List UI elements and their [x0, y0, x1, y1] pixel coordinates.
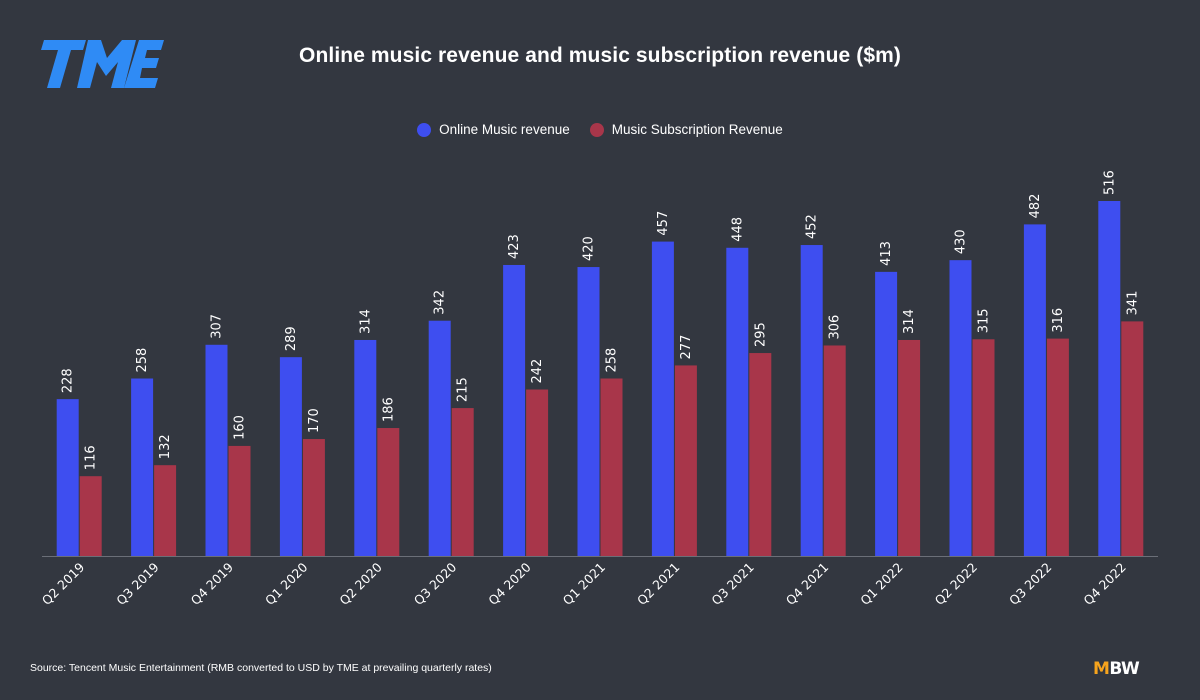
bar-music-subscription[interactable] — [79, 476, 102, 556]
data-label-music-subscription: 116 — [84, 445, 99, 470]
data-label-online-music: 289 — [284, 326, 299, 351]
data-label-music-subscription: 277 — [679, 335, 694, 360]
x-tick-label: Q2 2020 — [336, 559, 385, 608]
tme-logo — [41, 40, 164, 88]
bar-online-music[interactable] — [800, 245, 823, 556]
bar-music-subscription[interactable] — [972, 339, 995, 556]
brand-bw: BW — [1109, 659, 1140, 679]
x-tick-label: Q3 2020 — [411, 559, 460, 608]
data-label-music-subscription: 341 — [1125, 291, 1140, 316]
chart-legend: Online Music revenue Music Subscription … — [0, 122, 1200, 137]
data-label-online-music: 516 — [1102, 170, 1117, 195]
bar-music-subscription[interactable] — [898, 339, 921, 556]
x-tick-label: Q1 2020 — [262, 559, 311, 608]
data-label-music-subscription: 160 — [233, 415, 248, 440]
bar-online-music[interactable] — [1023, 224, 1046, 556]
x-tick-label: Q4 2022 — [1080, 560, 1128, 608]
bar-online-music[interactable] — [56, 399, 79, 556]
data-label-online-music: 342 — [433, 290, 448, 315]
x-tick-label: Q2 2022 — [932, 560, 980, 608]
x-tick-label: Q2 2021 — [634, 560, 682, 608]
data-label-music-subscription: 315 — [977, 308, 992, 333]
data-label-music-subscription: 258 — [605, 348, 620, 373]
x-tick-label: Q2 2019 — [39, 559, 88, 608]
bar-music-subscription[interactable] — [228, 445, 251, 556]
bar-online-music[interactable] — [577, 267, 600, 556]
x-tick-label: Q4 2020 — [485, 559, 534, 608]
x-tick-label: Q3 2019 — [113, 559, 162, 608]
data-label-music-subscription: 215 — [456, 377, 471, 402]
data-label-online-music: 420 — [582, 236, 597, 261]
bar-music-subscription[interactable] — [377, 428, 400, 556]
x-tick-label: Q4 2019 — [188, 559, 237, 608]
data-label-online-music: 228 — [61, 368, 76, 393]
data-label-online-music: 314 — [358, 309, 373, 334]
bar-music-subscription[interactable] — [451, 408, 474, 556]
data-label-online-music: 413 — [879, 241, 894, 266]
bar-online-music[interactable] — [205, 344, 228, 556]
legend-item-music-subscription[interactable]: Music Subscription Revenue — [589, 122, 783, 137]
data-label-music-subscription: 306 — [828, 315, 843, 340]
bar-online-music[interactable] — [279, 357, 302, 556]
data-label-music-subscription: 170 — [307, 408, 322, 433]
legend-swatch-music-subscription — [589, 122, 604, 137]
source-note: Source: Tencent Music Entertainment (RMB… — [30, 662, 492, 674]
bar-music-subscription[interactable] — [154, 465, 177, 556]
legend-swatch-online-music — [417, 122, 432, 137]
data-label-online-music: 482 — [1028, 194, 1043, 219]
bar-online-music[interactable] — [1098, 201, 1121, 556]
bar-online-music[interactable] — [503, 264, 526, 556]
legend-label-music-subscription: Music Subscription Revenue — [611, 122, 783, 137]
bar-music-subscription[interactable] — [600, 378, 623, 557]
bar-online-music[interactable] — [875, 271, 898, 556]
legend-item-online-music[interactable]: Online Music revenue — [417, 122, 570, 137]
bar-music-subscription[interactable] — [302, 439, 325, 556]
bar-music-subscription[interactable] — [1046, 338, 1069, 556]
x-tick-label: Q1 2022 — [857, 560, 905, 608]
x-tick-label: Q3 2022 — [1006, 560, 1054, 608]
bar-music-subscription[interactable] — [526, 389, 549, 556]
data-label-music-subscription: 314 — [902, 309, 917, 334]
mbw-logo: MBW — [1093, 659, 1140, 679]
bar-online-music[interactable] — [949, 260, 972, 556]
data-label-music-subscription: 242 — [530, 359, 545, 384]
bar-music-subscription[interactable] — [823, 345, 846, 556]
data-label-music-subscription: 186 — [381, 397, 396, 422]
bar-online-music[interactable] — [354, 339, 377, 556]
data-label-online-music: 307 — [210, 314, 225, 339]
data-label-online-music: 258 — [135, 348, 150, 373]
x-tick-label: Q4 2021 — [783, 560, 831, 608]
bar-online-music[interactable] — [428, 320, 451, 556]
chart-title: Online music revenue and music subscript… — [299, 44, 901, 67]
x-tick-label: Q3 2021 — [708, 560, 756, 608]
data-label-online-music: 430 — [954, 229, 969, 254]
data-label-music-subscription: 316 — [1051, 308, 1066, 333]
bar-music-subscription[interactable] — [1121, 321, 1144, 556]
data-label-music-subscription: 132 — [158, 434, 173, 459]
bar-music-subscription[interactable] — [674, 365, 697, 556]
data-label-music-subscription: 295 — [753, 322, 768, 347]
data-label-online-music: 448 — [730, 217, 745, 242]
brand-m: M — [1093, 659, 1110, 679]
data-label-online-music: 452 — [805, 214, 820, 239]
bar-online-music[interactable] — [131, 378, 154, 557]
data-label-online-music: 423 — [507, 234, 522, 259]
x-tick-label: Q1 2021 — [560, 560, 608, 608]
bar-online-music[interactable] — [651, 241, 674, 557]
bar-music-subscription[interactable] — [749, 353, 772, 556]
bar-online-music[interactable] — [726, 247, 749, 556]
legend-label-online-music: Online Music revenue — [439, 122, 570, 137]
data-label-online-music: 457 — [656, 211, 671, 236]
